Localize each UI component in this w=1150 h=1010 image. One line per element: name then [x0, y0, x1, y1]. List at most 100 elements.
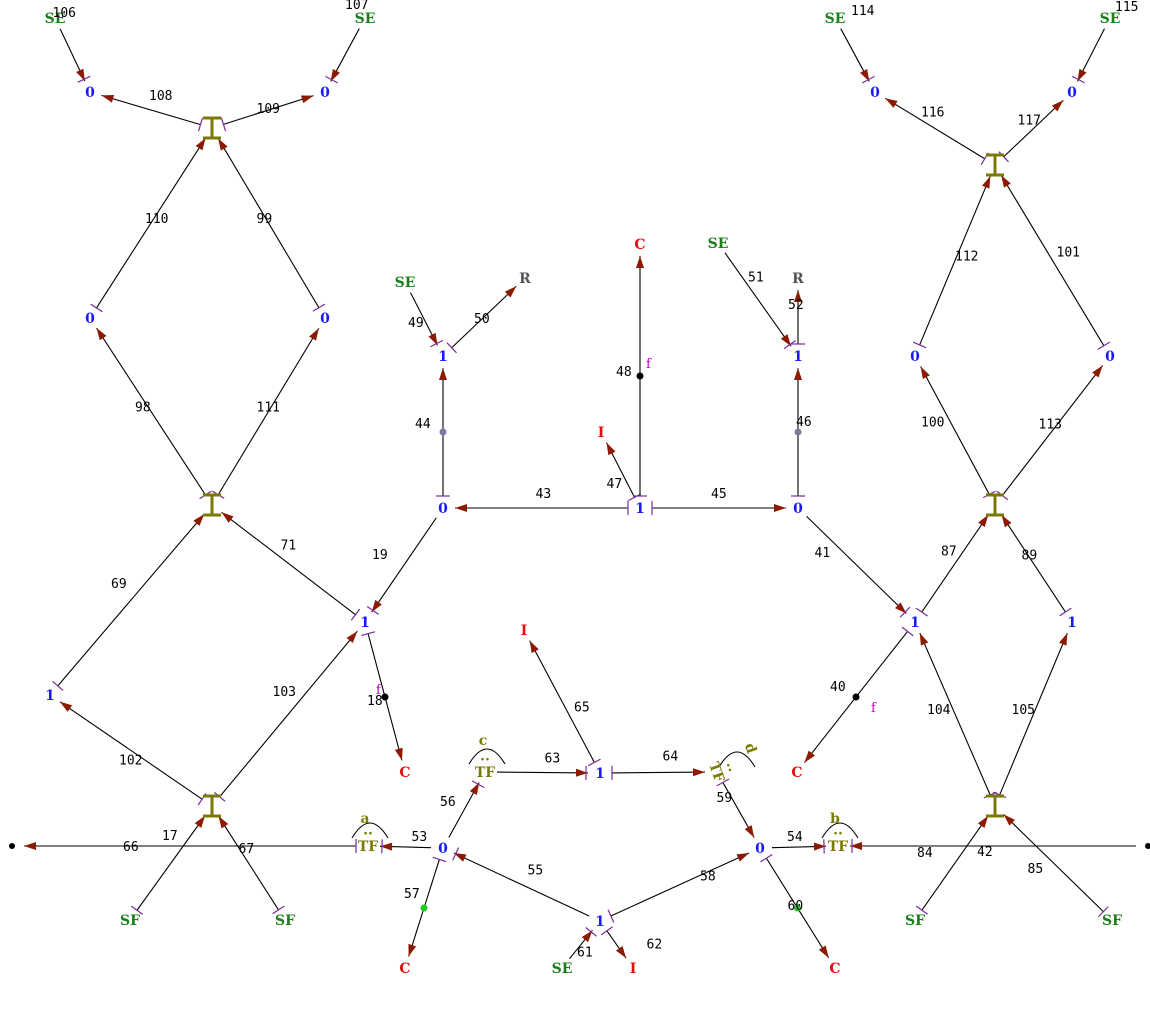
- causal-dot: [420, 904, 428, 912]
- node-label: 1: [1067, 615, 1077, 631]
- bond-line: [529, 640, 595, 763]
- bond-arrowhead: [1092, 365, 1103, 378]
- causal-stroke: [861, 75, 875, 84]
- bond-line: [218, 815, 279, 911]
- bond-number-label: 50: [474, 312, 490, 327]
- node-cR40: C: [791, 765, 802, 781]
- bond-17: [24, 839, 357, 853]
- bond-number-label: 106: [53, 6, 76, 21]
- node-tfA_mod: a: [360, 811, 369, 827]
- bond-101: [1000, 174, 1111, 350]
- node-z115: 0: [1067, 85, 1077, 101]
- bond-45: [651, 501, 786, 515]
- bond-number-label: 55: [528, 864, 544, 879]
- bond-arrowhead: [977, 815, 989, 828]
- tf-dots: ··: [833, 826, 843, 842]
- bond-line: [57, 513, 205, 687]
- node-label: 1: [595, 766, 605, 782]
- node-cL18: C: [399, 765, 410, 781]
- node-iR2: [986, 493, 1004, 517]
- bond-number-label: 85: [1028, 862, 1044, 877]
- bond-arrowhead: [330, 68, 340, 82]
- node-oMid: 1: [595, 766, 605, 782]
- node-label: 1: [360, 615, 370, 631]
- causal-stroke: [915, 905, 928, 915]
- node-oL2: 1: [360, 615, 370, 631]
- bond-arrowhead: [439, 368, 447, 380]
- node-i47: I: [598, 425, 605, 441]
- bond-arrowhead: [309, 328, 319, 341]
- bond-line: [724, 252, 792, 347]
- node-zR101: 0: [1105, 349, 1115, 365]
- node-iL2: [203, 493, 221, 517]
- bond-number-label: 44: [415, 417, 431, 432]
- bond-56: [448, 780, 485, 838]
- bond-109: [220, 95, 314, 132]
- node-label: a: [360, 811, 369, 827]
- node-oR1: 1: [910, 615, 920, 631]
- node-z43: 0: [438, 501, 448, 517]
- bond-number-label: 64: [663, 750, 679, 765]
- bond-number-label: 42: [977, 845, 993, 860]
- node-iB62: I: [630, 961, 637, 977]
- bond-arrowhead: [371, 599, 382, 613]
- bond-number-label: 105: [1012, 703, 1035, 718]
- node-oR2: 1: [1067, 615, 1077, 631]
- bond-arrowhead: [428, 332, 438, 346]
- node-label: SE: [1100, 11, 1121, 27]
- bond-number-label: 115: [1115, 0, 1138, 15]
- bond-arrowhead: [818, 945, 829, 958]
- causal-stroke: [716, 778, 730, 787]
- bond-line: [611, 771, 706, 774]
- bond-number-label: 41: [815, 546, 831, 561]
- bond-112: [912, 175, 991, 349]
- bond-arrowhead: [736, 852, 750, 862]
- node-label: 0: [85, 311, 95, 327]
- bond-49: [409, 292, 444, 348]
- bond-line: [921, 514, 989, 613]
- node-label: 1: [793, 349, 803, 365]
- node-cTop: C: [634, 237, 645, 253]
- bond-line: [96, 137, 206, 309]
- causal-stroke: [998, 151, 1009, 163]
- node-se106: SE: [45, 11, 66, 27]
- bond-58: [607, 852, 750, 923]
- node-label: TF: [475, 765, 495, 781]
- bond-98: [96, 327, 212, 500]
- bond-number-label: 45: [711, 487, 727, 502]
- bond-59: [716, 778, 755, 838]
- node-label: SE: [708, 236, 729, 252]
- bond-64: [611, 765, 706, 780]
- node-label: SE: [825, 11, 846, 27]
- node-label: 0: [1067, 85, 1077, 101]
- node-tfB_mod: b: [830, 811, 840, 827]
- bond-line: [1001, 514, 1066, 613]
- bond-number-label: 58: [700, 870, 716, 885]
- bond-line: [920, 366, 990, 495]
- bond-71: [221, 511, 361, 621]
- node-iL3: [203, 794, 221, 818]
- tf-dots: ··: [363, 826, 373, 842]
- bond-arrowhead: [885, 98, 898, 108]
- causal-dot: [381, 693, 389, 701]
- causal-stroke: [587, 758, 601, 767]
- causal-dot: [439, 428, 447, 436]
- bond-117: [998, 99, 1064, 163]
- causal-stroke: [446, 342, 457, 354]
- node-sfR84: SF: [905, 913, 925, 929]
- bond-number-label: 103: [273, 685, 296, 700]
- causal-stroke: [783, 340, 796, 350]
- node-label: b: [830, 811, 840, 827]
- node-label: C: [829, 961, 840, 977]
- node-label: 1: [595, 914, 605, 930]
- bond-line: [496, 771, 589, 774]
- node-label: TF: [828, 839, 848, 855]
- causal-stroke: [197, 117, 204, 132]
- causal-stroke: [52, 680, 64, 691]
- bond-arrowhead: [581, 930, 593, 943]
- bond-number-label: 66: [123, 840, 139, 855]
- node-label: 0: [755, 841, 765, 857]
- bond-line: [453, 852, 590, 917]
- bond-line: [217, 327, 320, 496]
- bond-line: [371, 517, 437, 613]
